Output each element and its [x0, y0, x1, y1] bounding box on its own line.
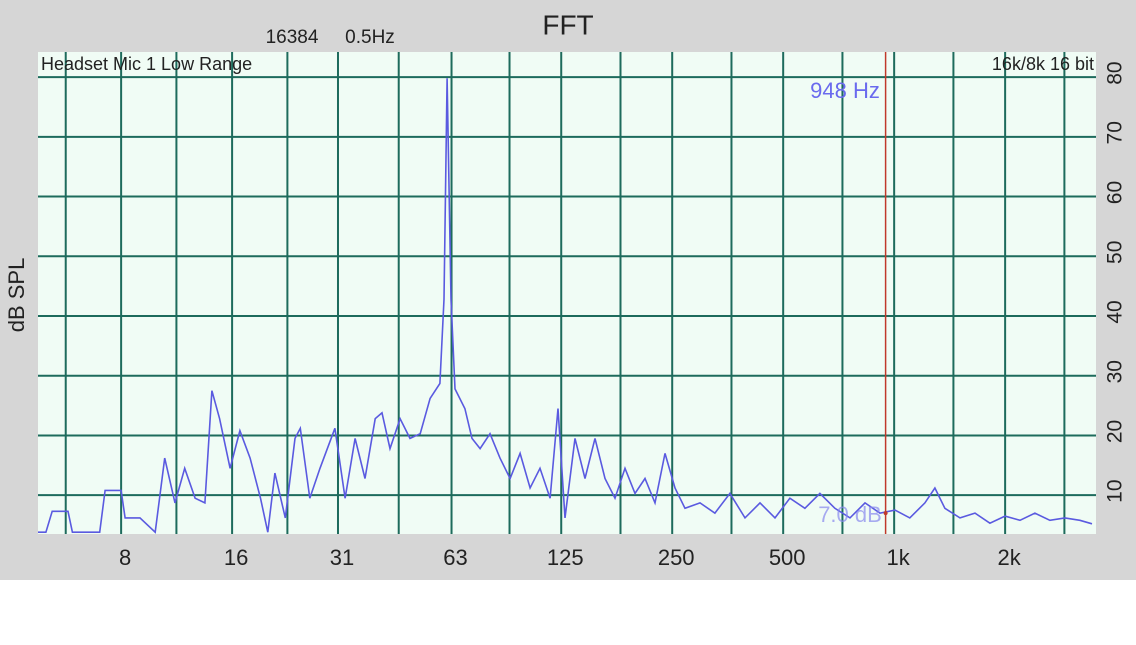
x-tick-label: 250 [658, 545, 695, 570]
plot-area [38, 52, 1096, 534]
y-tick-label: 20 [1104, 420, 1127, 443]
cursor-level: 7.0 dB [818, 502, 882, 527]
resolution: 0.5Hz [345, 27, 395, 48]
y-tick-label: 30 [1104, 360, 1127, 383]
x-tick-label: 1k [887, 545, 911, 570]
spectrum-line [38, 78, 1093, 534]
y-tick-label: 10 [1104, 479, 1127, 502]
x-tick-label: 16 [224, 545, 248, 570]
y-tick-label: 60 [1104, 181, 1127, 204]
fft-size: 16384 [266, 27, 319, 48]
x-tick-label: 8 [119, 545, 131, 570]
cursor-frequency: 948 Hz [810, 78, 880, 103]
y-axis-label: dB SPL [4, 258, 29, 333]
y-tick-label: 80 [1104, 61, 1127, 84]
y-tick-label: 50 [1104, 241, 1127, 264]
x-tick-label: 31 [330, 545, 354, 570]
y-tick-label: 70 [1104, 121, 1127, 144]
x-tick-label: 125 [547, 545, 584, 570]
x-tick-label: 63 [443, 545, 467, 570]
input-label: Headset Mic 1 Low Range [41, 54, 252, 74]
format-label: 16k/8k 16 bit [992, 54, 1094, 74]
y-tick-label: 40 [1104, 300, 1127, 323]
x-tick-label: 500 [769, 545, 806, 570]
chart-title: FFT [542, 9, 593, 40]
x-tick-label: 2k [998, 545, 1022, 570]
cursor-point [883, 511, 888, 516]
